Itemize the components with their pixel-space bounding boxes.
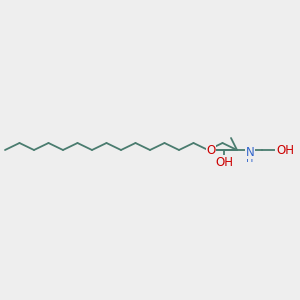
Text: OH: OH [215,155,233,169]
Text: OH: OH [276,143,294,157]
Text: N: N [246,146,254,158]
Text: O: O [206,143,216,157]
Text: H: H [246,154,254,164]
